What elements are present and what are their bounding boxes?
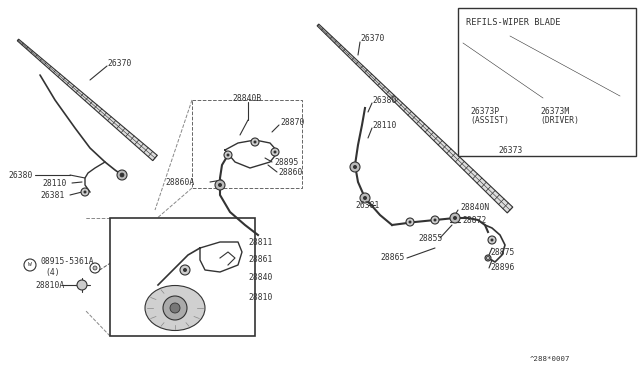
Text: 28860A: 28860A <box>165 177 195 186</box>
Circle shape <box>83 190 86 193</box>
Text: 28855: 28855 <box>418 234 442 243</box>
Text: 26373: 26373 <box>498 145 522 154</box>
Circle shape <box>450 213 460 223</box>
Circle shape <box>170 303 180 313</box>
Circle shape <box>117 170 127 180</box>
Text: (4): (4) <box>45 267 60 276</box>
Circle shape <box>453 216 457 220</box>
Text: 28840: 28840 <box>248 273 273 282</box>
Circle shape <box>215 180 225 190</box>
Text: 28865: 28865 <box>380 253 404 263</box>
Text: 26373M: 26373M <box>540 106 569 115</box>
Circle shape <box>488 236 496 244</box>
Text: 26380: 26380 <box>372 96 396 105</box>
Circle shape <box>350 162 360 172</box>
Text: W: W <box>28 263 32 267</box>
Ellipse shape <box>145 285 205 330</box>
Circle shape <box>93 266 97 270</box>
Circle shape <box>227 154 230 157</box>
Circle shape <box>163 296 187 320</box>
Circle shape <box>183 268 187 272</box>
Circle shape <box>81 188 89 196</box>
Circle shape <box>408 221 412 224</box>
Circle shape <box>431 216 439 224</box>
Text: 26381: 26381 <box>355 201 380 209</box>
Circle shape <box>485 255 491 261</box>
Text: ^288*0007: ^288*0007 <box>529 356 570 362</box>
Text: 26373P: 26373P <box>470 106 499 115</box>
Circle shape <box>273 151 276 154</box>
Text: REFILS-WIPER BLADE: REFILS-WIPER BLADE <box>466 17 561 26</box>
Text: 28810: 28810 <box>248 294 273 302</box>
Circle shape <box>271 148 279 156</box>
Text: (ASSIST): (ASSIST) <box>470 115 509 125</box>
Text: 28811: 28811 <box>248 237 273 247</box>
Text: 26370: 26370 <box>360 33 385 42</box>
Text: 28895: 28895 <box>274 157 298 167</box>
Bar <box>110 218 255 336</box>
Circle shape <box>180 265 190 275</box>
Text: (DRIVER): (DRIVER) <box>540 115 579 125</box>
Circle shape <box>486 257 490 260</box>
Circle shape <box>363 196 367 200</box>
Text: 28810A: 28810A <box>35 280 64 289</box>
Text: 28875: 28875 <box>490 247 515 257</box>
Bar <box>458 8 636 156</box>
Text: 26381: 26381 <box>40 190 65 199</box>
Text: 08915-5361A: 08915-5361A <box>40 257 93 266</box>
Polygon shape <box>17 39 157 161</box>
Text: 28872: 28872 <box>462 215 486 224</box>
Circle shape <box>120 173 124 177</box>
Circle shape <box>218 183 222 187</box>
Text: 28840B: 28840B <box>232 93 261 103</box>
Circle shape <box>433 218 436 221</box>
Circle shape <box>77 280 87 290</box>
Polygon shape <box>509 35 621 99</box>
Circle shape <box>360 193 370 203</box>
Circle shape <box>224 151 232 159</box>
Circle shape <box>253 141 257 144</box>
Text: 28110: 28110 <box>372 121 396 129</box>
Text: 26370: 26370 <box>107 58 131 67</box>
Text: 28840N: 28840N <box>460 202 489 212</box>
Circle shape <box>251 138 259 146</box>
Text: 26380: 26380 <box>8 170 33 180</box>
Text: 28110: 28110 <box>42 179 67 187</box>
Text: 28860: 28860 <box>278 167 302 176</box>
Text: 28861: 28861 <box>248 256 273 264</box>
Text: 28870: 28870 <box>280 118 305 126</box>
Polygon shape <box>463 42 545 100</box>
Circle shape <box>90 263 100 273</box>
Circle shape <box>490 238 493 241</box>
Circle shape <box>353 165 357 169</box>
Bar <box>192 100 302 188</box>
Polygon shape <box>317 24 513 213</box>
Text: 28896: 28896 <box>490 263 515 273</box>
Circle shape <box>406 218 414 226</box>
